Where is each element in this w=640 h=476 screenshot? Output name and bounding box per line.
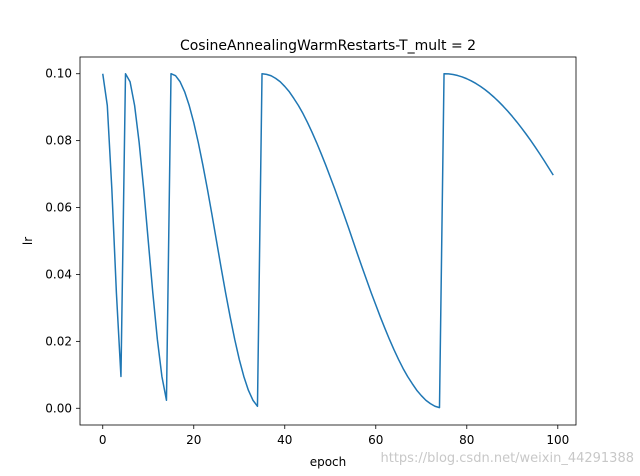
plot-frame xyxy=(79,56,577,426)
y-tick-label: 0.04 xyxy=(45,267,72,281)
x-tick-label: 0 xyxy=(99,433,107,447)
y-tick-label: 0.08 xyxy=(45,134,72,148)
y-tick-label: 0.10 xyxy=(45,67,72,81)
y-tick-label: 0.02 xyxy=(45,334,72,348)
y-axis-label: lr xyxy=(21,237,35,245)
x-tick-label: 20 xyxy=(186,433,201,447)
y-axis-ticks: 0.00 0.02 0.04 0.06 0.08 0.10 xyxy=(45,67,80,415)
x-tick-label: 100 xyxy=(546,433,569,447)
x-tick-label: 80 xyxy=(459,433,474,447)
plot-area xyxy=(80,57,576,425)
x-tick-label: 60 xyxy=(368,433,383,447)
watermark: https://blog.csdn.net/weixin_44291388 xyxy=(380,451,634,466)
series-line xyxy=(102,72,554,409)
y-tick-label: 0.06 xyxy=(45,201,72,215)
x-tick-label: 40 xyxy=(277,433,292,447)
y-tick-label: 0.00 xyxy=(45,401,72,415)
x-axis-label: epoch xyxy=(310,455,347,469)
chart-title: CosineAnnealingWarmRestarts-T_mult = 2 xyxy=(180,38,476,54)
x-axis-ticks: 0 20 40 60 80 100 xyxy=(99,425,569,447)
